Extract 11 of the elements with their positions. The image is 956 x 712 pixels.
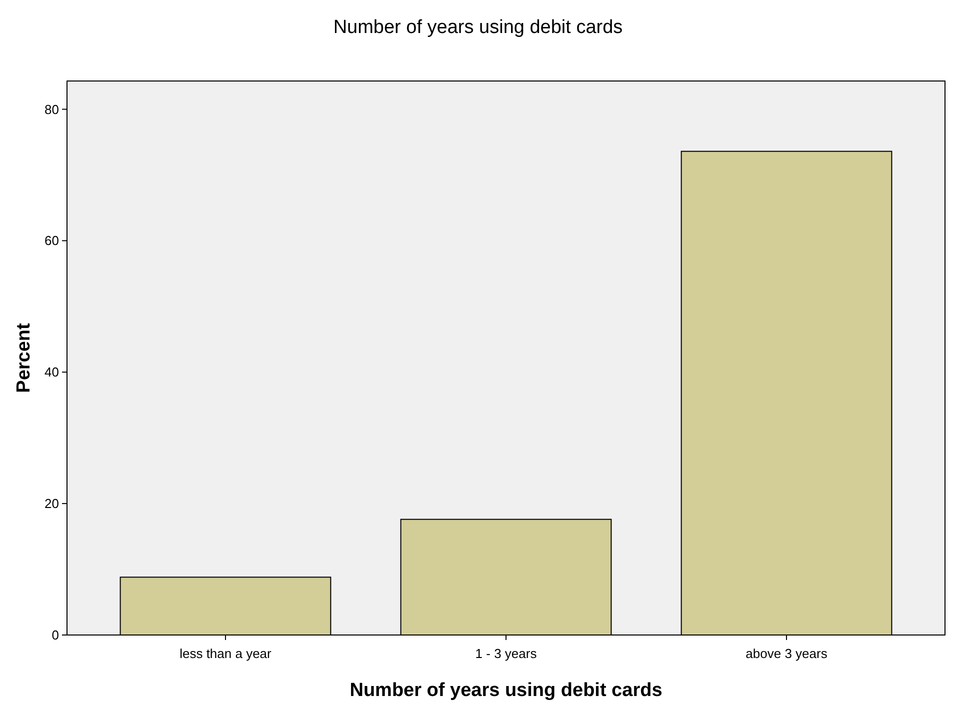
y-tick-label: 20: [44, 496, 59, 512]
y-tick-label: 40: [44, 364, 59, 380]
y-axis-title: Percent: [14, 322, 35, 393]
chart-title: Number of years using debit cards: [333, 17, 623, 38]
x-tick-label: above 3 years: [746, 646, 828, 661]
x-axis-title: Number of years using debit cards: [350, 680, 662, 701]
y-tick-label: 0: [52, 628, 59, 643]
x-tick-label: 1 - 3 years: [475, 646, 538, 661]
x-tick-label: less than a year: [180, 646, 272, 661]
y-tick-label: 80: [44, 102, 59, 117]
y-tick-label: 60: [44, 233, 59, 248]
